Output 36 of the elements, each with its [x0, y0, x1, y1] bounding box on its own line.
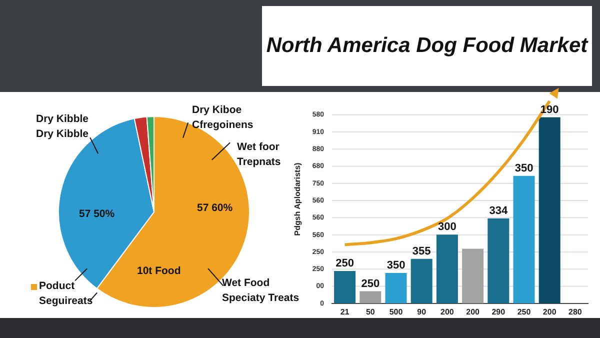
annotation: 300 — [438, 221, 456, 234]
x-tick-label: 200 — [466, 307, 480, 316]
x-tick-label: 50 — [366, 307, 376, 316]
x-tick-label: 280 — [568, 307, 582, 316]
text: Dry Kiboe Cfregoinens — [192, 103, 254, 133]
bar — [488, 218, 510, 304]
annotation: 350 — [386, 260, 406, 272]
x-tick-label: 500 — [389, 307, 404, 316]
x-tick-label: 290 — [492, 307, 506, 316]
bar — [360, 291, 382, 304]
text: 57 60% — [197, 201, 233, 216]
x-tick-label: 90 — [417, 307, 427, 316]
text: Poduct Seguireats — [39, 279, 93, 309]
bar — [538, 117, 560, 304]
annotation: 350 — [514, 162, 534, 174]
annotation: 334 — [489, 204, 508, 217]
x-tick-label: 200 — [440, 307, 454, 316]
bar — [410, 258, 432, 304]
bar — [462, 248, 484, 304]
x-tick-label: 200 — [542, 307, 557, 316]
text: 57 50% — [79, 207, 115, 222]
bar — [334, 271, 356, 304]
x-tick-label: 21 — [340, 307, 350, 316]
text: Wet foor Trepnats — [237, 140, 281, 170]
x-tick-label: 250 — [517, 307, 532, 316]
text: Dry Kibble Dry Kibble — [36, 112, 89, 142]
bar — [513, 176, 535, 304]
annotation: 250 — [361, 278, 380, 290]
annotation: 250 — [336, 258, 354, 270]
y-axis-title: Pdgsh Aplodarists) — [293, 162, 302, 236]
annotation: 355 — [412, 245, 431, 258]
bar — [436, 234, 458, 304]
chart-title: North America Dog Food Market — [262, 6, 592, 86]
bar — [385, 273, 407, 304]
text: Wet Food Speciaty Treats — [222, 276, 300, 306]
text: 10t Food — [137, 264, 181, 279]
